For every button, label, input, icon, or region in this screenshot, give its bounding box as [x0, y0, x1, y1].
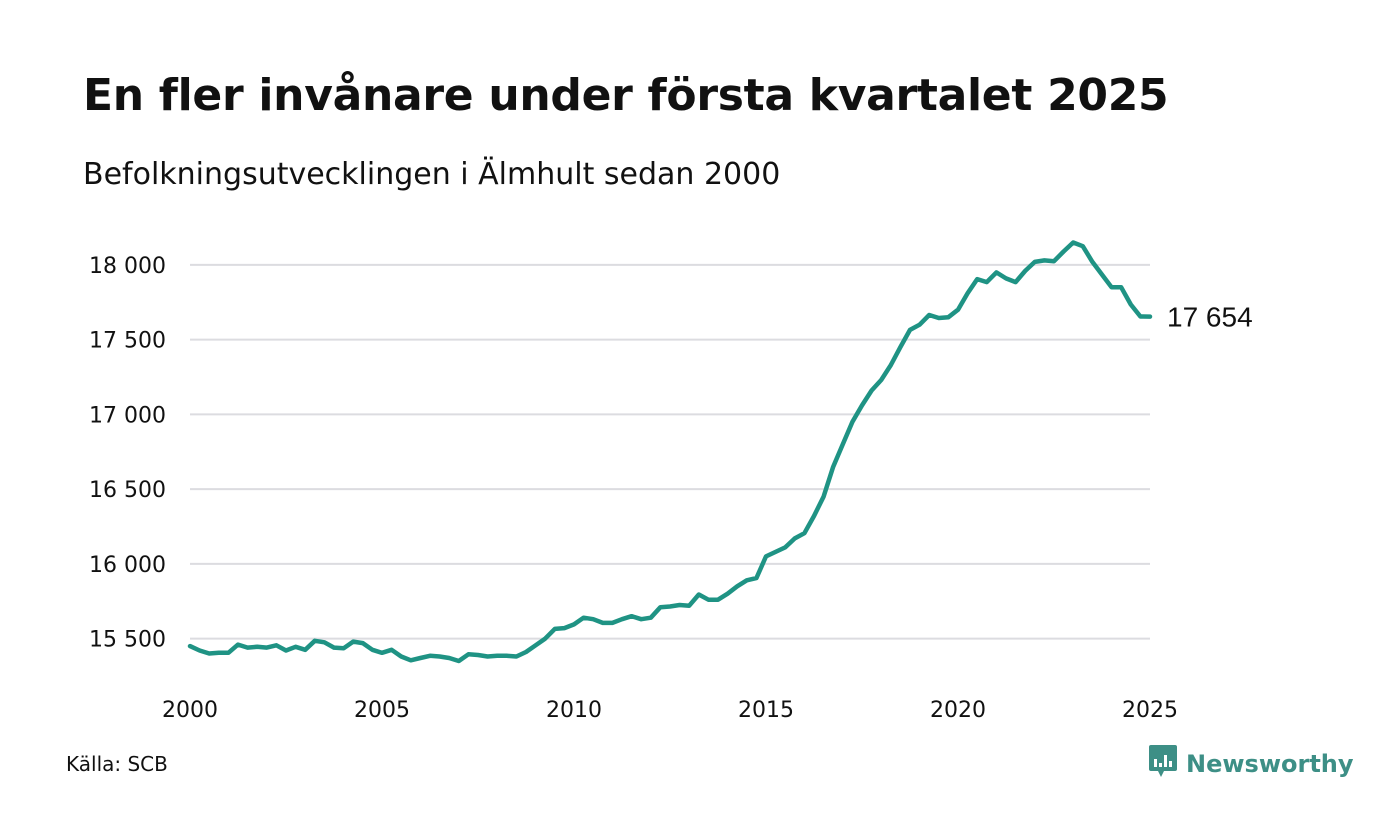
source-note: Källa: SCB: [66, 752, 168, 776]
bar-chart-speech-bubble-icon: [1148, 744, 1178, 784]
grid-lines: [190, 263, 1150, 640]
y-tick-label: 17 000: [89, 403, 166, 428]
x-tick-label: 2015: [738, 698, 794, 723]
y-tick-label: 16 000: [89, 553, 166, 578]
x-tick-label: 2020: [930, 698, 986, 723]
y-axis-ticks: 15 500 16 000 16 500 17 000 17 500 18 000: [89, 254, 166, 653]
series-group: [187, 240, 1153, 664]
end-value-label: 17 654: [1167, 302, 1253, 333]
y-tick-label: 18 000: [89, 254, 166, 279]
x-axis-ticks: 2000 2005 2010 2015 2020 2025: [162, 698, 1178, 723]
population-series-line: [187, 240, 1153, 664]
page-subtitle: Befolkningsutvecklingen i Älmhult sedan …: [83, 157, 781, 192]
line-chart: 15 500 16 000 16 500 17 000 17 500 18 000 200…: [89, 240, 1253, 723]
x-tick-label: 2000: [162, 698, 218, 723]
x-tick-label: 2025: [1122, 698, 1178, 723]
x-tick-label: 2010: [546, 698, 602, 723]
brand-logo[interactable]: Newsworthy: [1148, 744, 1354, 784]
page-title: En fler invånare under första kvartalet …: [83, 70, 1169, 121]
brand-name: Newsworthy: [1186, 750, 1354, 778]
y-tick-label: 15 500: [89, 628, 166, 653]
y-tick-label: 17 500: [89, 329, 166, 354]
y-tick-label: 16 500: [89, 478, 166, 503]
x-tick-label: 2005: [354, 698, 410, 723]
